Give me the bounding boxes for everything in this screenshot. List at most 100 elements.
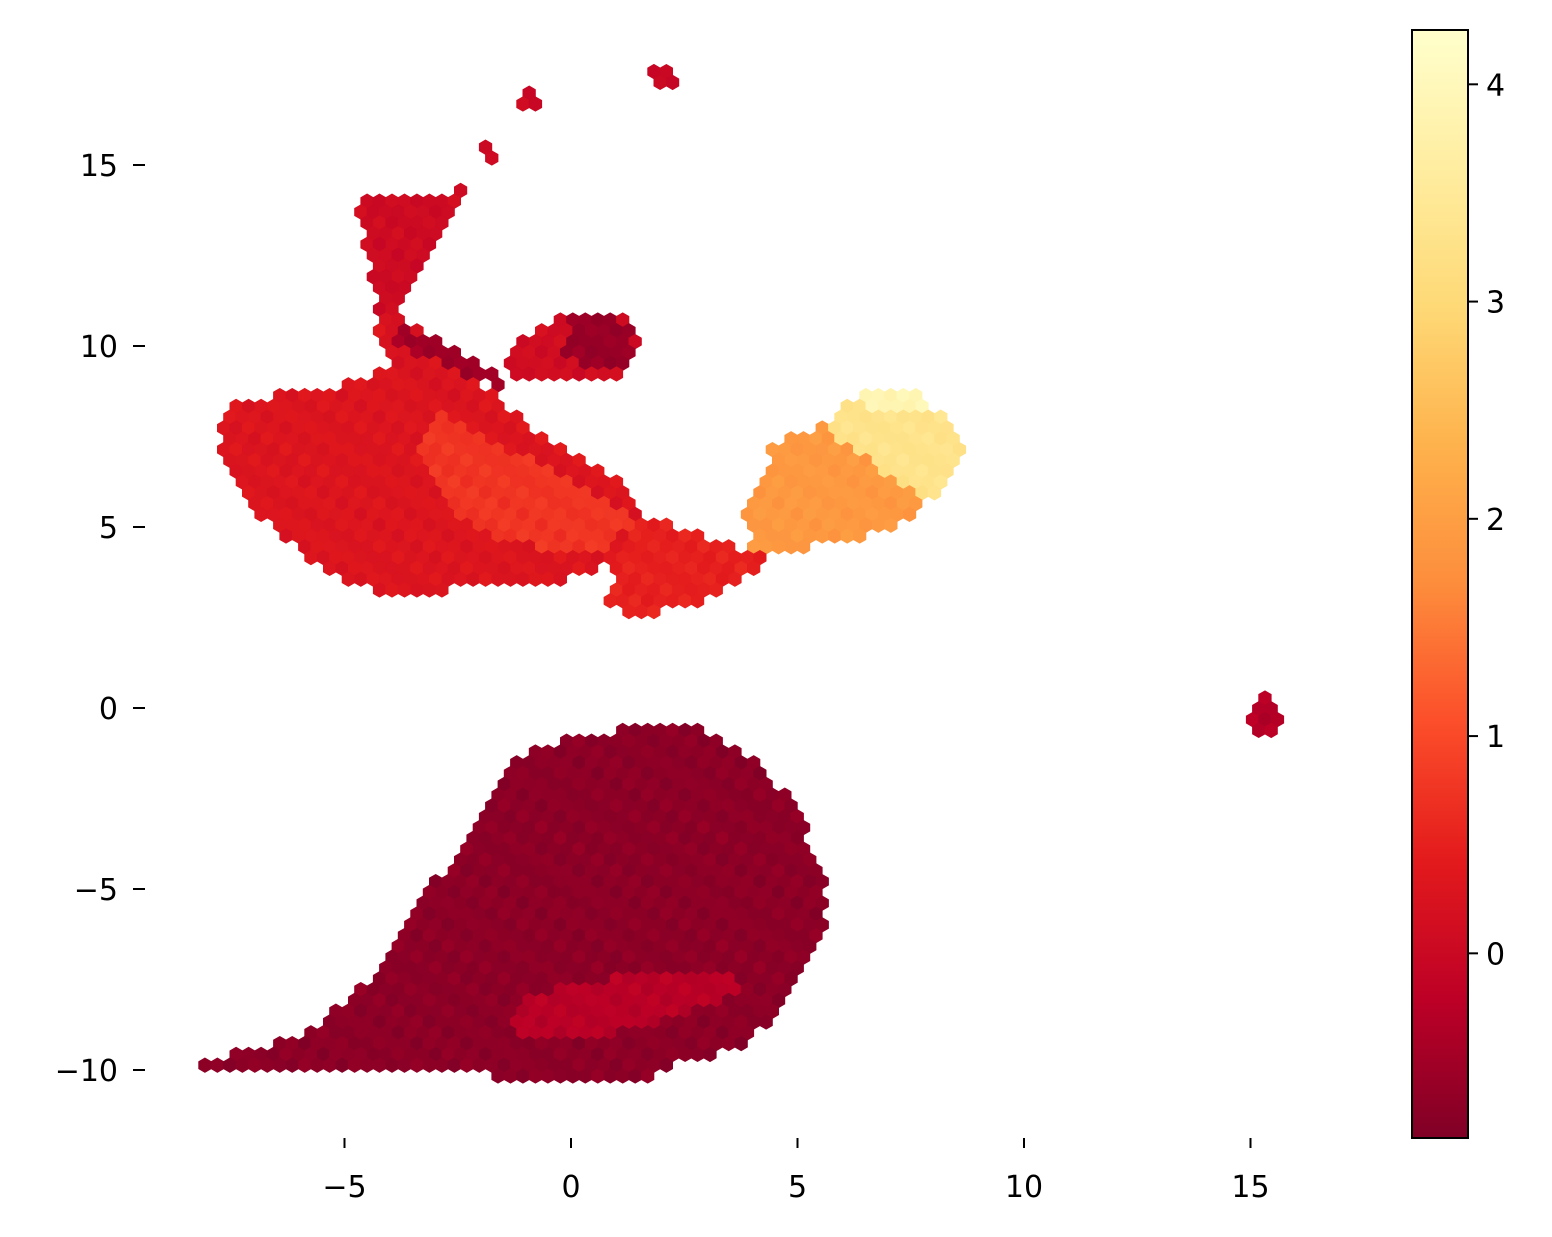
colorbar-tick-label: 1 bbox=[1486, 720, 1505, 755]
hex-cell bbox=[435, 582, 449, 598]
x-tick-label: 0 bbox=[561, 1170, 580, 1205]
hex-cell bbox=[260, 1057, 274, 1073]
hex-cell bbox=[528, 571, 543, 587]
hex-cell bbox=[541, 1068, 555, 1084]
hex-cell bbox=[572, 560, 586, 577]
hex-cell bbox=[734, 1035, 748, 1052]
hex-cell bbox=[578, 1068, 592, 1084]
hex-cell bbox=[447, 1057, 462, 1073]
hex-cell bbox=[634, 603, 649, 620]
colorbar-tick-label: 2 bbox=[1486, 503, 1505, 538]
hex-cell bbox=[372, 582, 387, 598]
hex-cell bbox=[510, 366, 524, 382]
colorbar-tick-label: 4 bbox=[1486, 68, 1505, 103]
hex-cell bbox=[603, 1068, 617, 1084]
hex-cell bbox=[503, 571, 518, 587]
hex-cell bbox=[322, 560, 337, 577]
hex-cell bbox=[547, 366, 561, 382]
hex-cell bbox=[884, 517, 898, 533]
hex-cell bbox=[541, 571, 555, 587]
hex-cell bbox=[453, 571, 468, 587]
hex-cell bbox=[690, 593, 705, 609]
hex-cell bbox=[1252, 722, 1266, 739]
hex-cell bbox=[310, 1057, 324, 1073]
hex-cell bbox=[584, 366, 599, 382]
y-tick-label: −5 bbox=[74, 873, 118, 908]
hex-cell bbox=[553, 571, 567, 587]
hex-cell bbox=[591, 1068, 605, 1084]
hex-cell bbox=[535, 366, 549, 382]
hex-cell bbox=[335, 1057, 349, 1073]
hex-cell bbox=[460, 1057, 474, 1073]
y-tick-label: 0 bbox=[99, 692, 118, 727]
hex-cell bbox=[516, 571, 530, 587]
hex-cell bbox=[840, 528, 854, 544]
hex-cell bbox=[597, 366, 611, 382]
hex-cell bbox=[422, 1057, 437, 1073]
colorbar-tick-label: 0 bbox=[1486, 937, 1505, 972]
hex-cell bbox=[553, 1068, 567, 1084]
hex-cell bbox=[385, 1057, 399, 1073]
hex-cell bbox=[341, 571, 356, 587]
hex-cell bbox=[666, 593, 680, 609]
hex-cell bbox=[622, 603, 636, 620]
hex-cell bbox=[503, 1068, 518, 1084]
colorbar-gradient bbox=[1411, 29, 1469, 1139]
hex-cell bbox=[560, 366, 574, 382]
hex-cell bbox=[678, 1046, 692, 1063]
hex-cell bbox=[410, 1057, 424, 1073]
y-axis: 15 10 5 0 −5 −10 bbox=[55, 149, 145, 1089]
hex-cell bbox=[198, 1057, 212, 1073]
colorbar: 0 1 2 3 4 bbox=[1411, 29, 1505, 1139]
hex-cell bbox=[609, 366, 624, 382]
hex-cell bbox=[298, 1057, 312, 1073]
hex-cell bbox=[528, 96, 543, 112]
hex-cell bbox=[703, 1046, 717, 1063]
hex-cell bbox=[478, 571, 493, 587]
y-tick-label: 5 bbox=[99, 511, 118, 546]
hex-cell bbox=[372, 1057, 387, 1073]
hex-cell bbox=[728, 571, 742, 587]
hex-cell bbox=[566, 1068, 580, 1084]
hex-cell bbox=[759, 1014, 773, 1030]
hex-cell bbox=[628, 1068, 642, 1084]
hex-cell bbox=[223, 1057, 237, 1073]
hex-cell bbox=[435, 1057, 449, 1073]
hex-cell bbox=[653, 74, 667, 91]
hex-cell bbox=[709, 582, 723, 598]
x-tick-label: 5 bbox=[788, 1170, 807, 1205]
hex-cell bbox=[641, 1068, 655, 1084]
hex-cell bbox=[828, 528, 842, 544]
hex-cell bbox=[603, 593, 617, 609]
plot-area bbox=[198, 63, 1285, 1084]
hex-cell bbox=[572, 366, 586, 382]
y-tick-label: 15 bbox=[80, 149, 118, 184]
x-tick-label: −5 bbox=[322, 1170, 366, 1205]
hex-cell bbox=[616, 1068, 630, 1084]
colorbar-tick-label: 3 bbox=[1486, 286, 1505, 321]
hex-cell bbox=[360, 1057, 374, 1073]
y-tick-label: −10 bbox=[55, 1054, 118, 1089]
hex-cell bbox=[422, 582, 437, 598]
hex-cell bbox=[285, 1057, 299, 1073]
hex-cell bbox=[385, 582, 399, 598]
hex-cell bbox=[871, 517, 885, 533]
x-tick-label: 15 bbox=[1231, 1170, 1269, 1205]
hex-cell bbox=[210, 1057, 225, 1073]
hex-cell bbox=[690, 1046, 705, 1063]
hex-cell bbox=[304, 549, 318, 566]
x-axis: −5 0 5 10 15 bbox=[322, 1138, 1270, 1205]
hex-cell bbox=[516, 1068, 530, 1084]
hex-cell bbox=[279, 528, 293, 544]
hex-cell bbox=[322, 1057, 337, 1073]
hex-cell bbox=[927, 485, 942, 501]
hex-cell bbox=[666, 74, 680, 91]
hex-cell bbox=[747, 560, 761, 577]
hex-cell bbox=[485, 150, 499, 166]
hex-cell bbox=[722, 1035, 736, 1052]
hex-cell bbox=[1264, 722, 1278, 739]
x-tick-label: 10 bbox=[1005, 1170, 1043, 1205]
hex-cell bbox=[466, 571, 480, 587]
hex-cell bbox=[491, 1068, 505, 1084]
